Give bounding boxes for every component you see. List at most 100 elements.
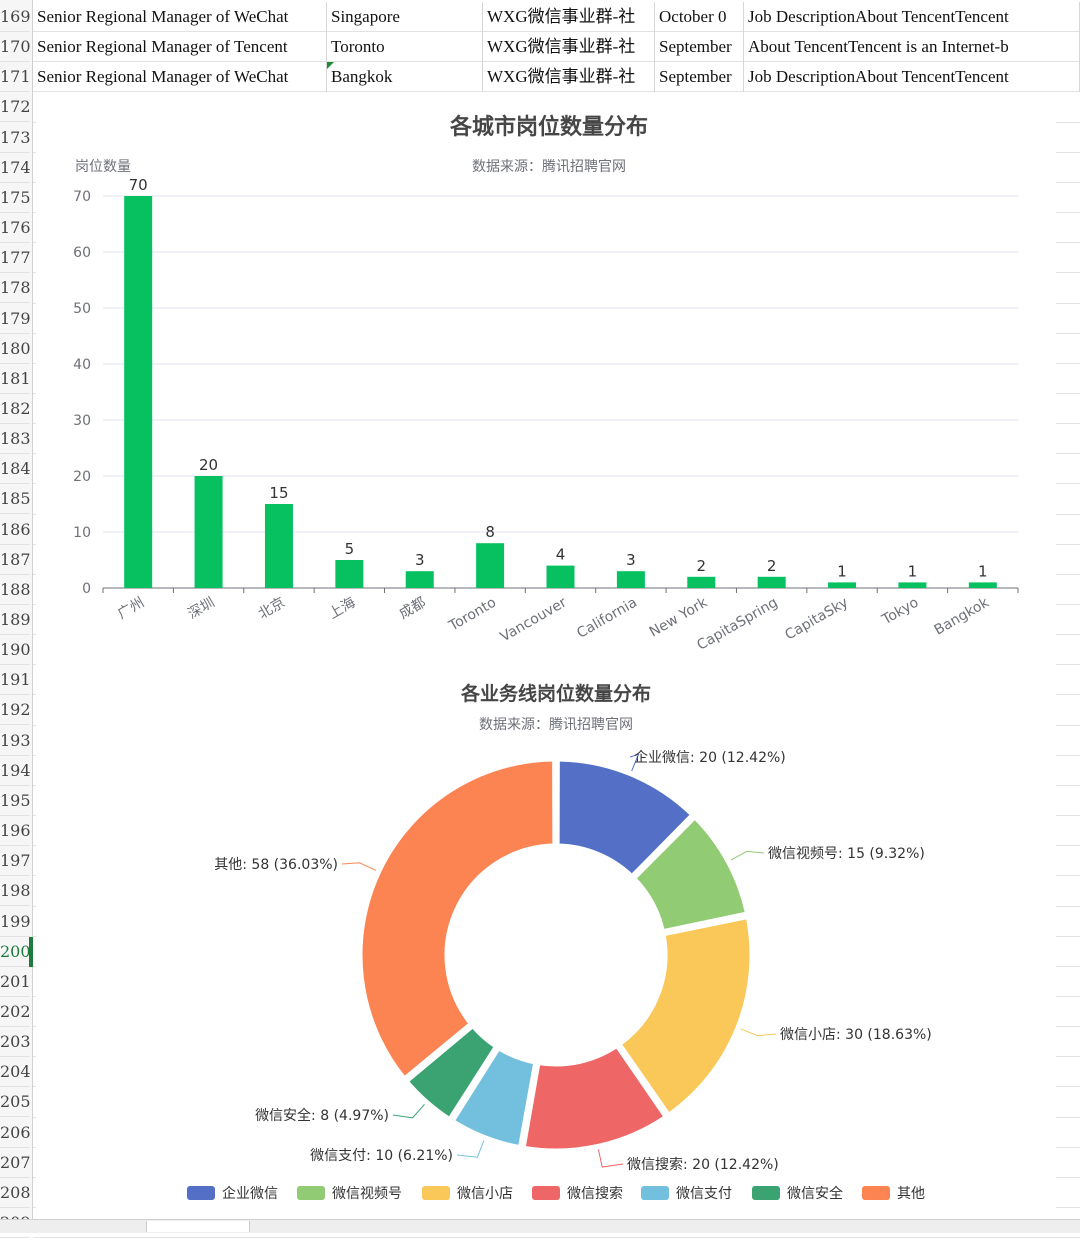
cell-desc[interactable]: About TencentTencent is an Internet-b: [744, 32, 1080, 63]
row-number[interactable]: 176: [0, 213, 30, 244]
cell-group[interactable]: WXG微信事业群-社: [483, 62, 655, 93]
row-number[interactable]: 186: [0, 515, 30, 545]
pie-slice: [633, 816, 748, 933]
sheet-tab[interactable]: [146, 1221, 250, 1232]
legend-item-label: 微信支付: [676, 1186, 732, 1202]
cell-title[interactable]: Senior Regional Manager of WeChat: [33, 62, 327, 93]
pie-slice: [451, 1047, 537, 1149]
row-number[interactable]: 196: [0, 816, 30, 847]
row-number[interactable]: 195: [0, 786, 30, 816]
y-tick-label: 0: [82, 581, 91, 597]
legend-swatch: [187, 1186, 215, 1200]
legend-item-label: 微信搜索: [567, 1185, 623, 1202]
row-number[interactable]: 169: [0, 2, 30, 32]
comment-indicator-icon[interactable]: [327, 62, 334, 70]
row-number[interactable]: 190: [0, 635, 30, 666]
pie-label-line: [730, 850, 765, 861]
bar: [757, 576, 786, 588]
legend-item-label: 微信视频号: [332, 1186, 402, 1202]
cell-city[interactable]: Singapore: [327, 2, 483, 32]
legend-swatch: [752, 1186, 780, 1200]
legend-swatch: [641, 1186, 669, 1200]
row-number[interactable]: 208: [0, 1178, 30, 1208]
y-tick-label: 50: [73, 301, 91, 317]
y-tick-label: 30: [73, 413, 91, 429]
x-tick-label: New York: [647, 594, 711, 640]
row-number[interactable]: 188: [0, 575, 30, 605]
bar-value-label: 1: [908, 562, 918, 580]
legend-swatch: [862, 1186, 890, 1200]
legend-swatch: [422, 1186, 450, 1200]
row-number[interactable]: 205: [0, 1087, 30, 1118]
row-number[interactable]: 175: [0, 183, 30, 213]
row-gridline: [33, 61, 1080, 63]
row-number[interactable]: 173: [0, 123, 30, 153]
x-tick-label: Tokyo: [879, 595, 922, 629]
row-number[interactable]: 178: [0, 273, 30, 304]
row-number[interactable]: 179: [0, 304, 30, 334]
cell-date[interactable]: September: [655, 32, 744, 63]
row-number[interactable]: 185: [0, 484, 30, 515]
bar-value-label: 4: [556, 546, 566, 564]
row-number[interactable]: 183: [0, 424, 30, 455]
row-number[interactable]: 197: [0, 846, 30, 877]
row-number[interactable]: 177: [0, 243, 30, 274]
bar: [264, 504, 293, 588]
row-number[interactable]: 203: [0, 1027, 30, 1058]
row-number[interactable]: 181: [0, 364, 30, 394]
pie-slice: [522, 1045, 667, 1152]
row-number[interactable]: 194: [0, 756, 30, 786]
row-number[interactable]: 207: [0, 1148, 30, 1178]
row-number[interactable]: 198: [0, 876, 30, 907]
pie-slice: [405, 1025, 497, 1120]
cell-city[interactable]: Bangkok: [327, 62, 483, 93]
x-tick-label: 广州: [115, 595, 147, 623]
pie-slice: [556, 758, 694, 877]
bar-value-label: 2: [696, 557, 706, 575]
row-number[interactable]: 187: [0, 545, 30, 575]
row-number[interactable]: 184: [0, 454, 30, 485]
cell-city[interactable]: Toronto: [327, 32, 483, 63]
row-number[interactable]: 189: [0, 605, 30, 635]
row-number[interactable]: 171: [0, 62, 30, 93]
cell-title[interactable]: Senior Regional Manager of WeChat: [33, 2, 327, 32]
bar: [898, 582, 927, 588]
cell-desc[interactable]: Job DescriptionAbout TencentTencent: [744, 2, 1080, 32]
cell-group[interactable]: WXG微信事业群-社: [483, 32, 655, 63]
pie-label-line: [456, 1140, 485, 1158]
row-number[interactable]: 170: [0, 32, 30, 63]
x-tick-label: CapitaSky: [782, 595, 851, 644]
row-number[interactable]: 201: [0, 967, 30, 997]
row-number[interactable]: 204: [0, 1057, 30, 1088]
cell-group[interactable]: WXG微信事业群-社: [483, 2, 655, 32]
legend-item-label: 微信安全: [787, 1185, 843, 1202]
row-number[interactable]: 202: [0, 997, 30, 1027]
row-gridline: [33, 31, 1080, 33]
pie-slice-label: 微信支付: 10 (6.21%): [310, 1148, 453, 1164]
bar-value-label: 8: [485, 523, 495, 541]
row-number[interactable]: 182: [0, 394, 30, 424]
row-number[interactable]: 191: [0, 665, 30, 696]
bar: [194, 476, 223, 588]
pie-chart-subtitle: 数据来源：腾讯招聘官网: [479, 716, 633, 733]
row-number[interactable]: 193: [0, 726, 30, 756]
sheet-tab-bar[interactable]: [0, 1219, 1080, 1233]
row-number[interactable]: 200: [0, 937, 30, 967]
cell-date[interactable]: September: [655, 62, 744, 93]
pie-label-line: [597, 1149, 624, 1168]
row-number[interactable]: 199: [0, 907, 30, 937]
cell-desc[interactable]: Job DescriptionAbout TencentTencent: [744, 62, 1080, 93]
x-tick-label: 深圳: [185, 595, 217, 623]
cell-title[interactable]: Senior Regional Manager of Tencent: [33, 32, 327, 63]
row-number[interactable]: 206: [0, 1118, 30, 1148]
row-number[interactable]: 180: [0, 334, 30, 364]
pie-label-line: [740, 1028, 777, 1037]
x-tick-label: Bangkok: [932, 594, 993, 638]
pie-label-line: [341, 862, 377, 871]
row-number[interactable]: 192: [0, 695, 30, 726]
pie-slice-label: 微信搜索: 20 (12.42%): [627, 1156, 779, 1173]
row-number[interactable]: 172: [0, 92, 30, 123]
row-number[interactable]: 174: [0, 153, 30, 183]
cell-date[interactable]: October 0: [655, 2, 744, 32]
